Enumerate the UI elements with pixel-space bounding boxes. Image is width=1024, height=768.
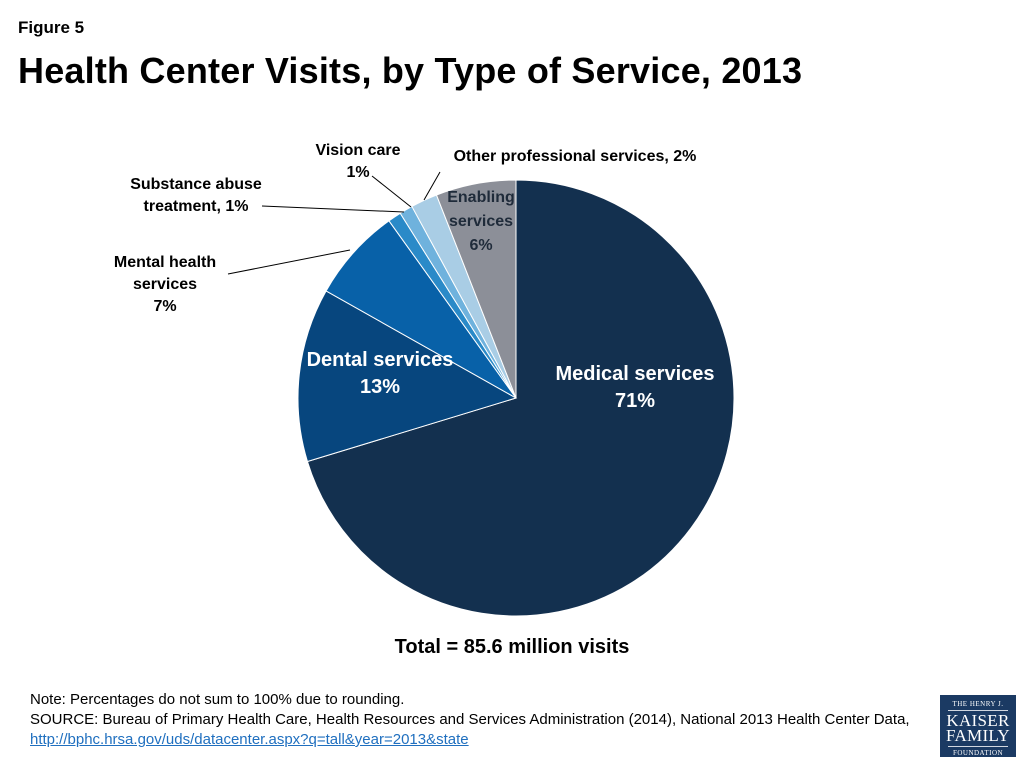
leader-line [261, 205, 405, 213]
slice-label: Other professional services, 2% [454, 148, 697, 165]
slice-label: Medical services [556, 363, 715, 385]
leader-line [227, 249, 351, 275]
slice-label: 6% [469, 237, 492, 254]
footnotes: Note: Percentages do not sum to 100% due… [30, 690, 910, 750]
figure-label: Figure 5 [18, 18, 85, 37]
kff-logo: THE HENRY J. KAISER FAMILY FOUNDATION [940, 695, 1016, 757]
slice-label: 71% [615, 390, 655, 412]
logo-line-3: FAMILY [945, 726, 1010, 745]
chart-title: Health Center Visits, by Type of Service… [18, 50, 803, 91]
logo-rule [948, 746, 1008, 747]
source-link[interactable]: http://bphc.hrsa.gov/uds/datacenter.aspx… [30, 731, 469, 748]
slice-label: 1% [346, 164, 369, 181]
logo-rule [948, 710, 1008, 711]
slice-label: Mental health [114, 254, 216, 271]
slice-label: Vision care [315, 142, 400, 159]
slice-label: 7% [153, 298, 176, 315]
slice-label: Substance abuse [130, 176, 262, 193]
leader-line [423, 171, 441, 201]
note-text: Note: Percentages do not sum to 100% due… [30, 691, 405, 708]
leader-line [371, 175, 412, 208]
total-visits: Total = 85.6 million visits [394, 636, 630, 658]
logo-line-2: KAISER [946, 711, 1010, 730]
pie-chart: Medical services 71% Dental services 13% Men… [114, 142, 735, 617]
logo-line-4: FOUNDATION [952, 749, 1004, 757]
slice-label: services [449, 213, 513, 230]
slice-label: Enabling [447, 189, 515, 206]
slice-label: Dental services [307, 349, 454, 371]
slice-label: services [133, 276, 197, 293]
source-label: SOURCE: Bureau of Primary Health Care, H… [30, 711, 910, 728]
slice-label: treatment, 1% [144, 198, 249, 215]
pie-slice-dental-services [297, 290, 518, 463]
slice-label: 13% [360, 376, 400, 398]
pie-slice-medical-services [306, 179, 735, 617]
pie-slice-enabling-services [435, 179, 517, 399]
source-text: SOURCE: Bureau of Primary Health Care, H… [30, 710, 910, 750]
logo-line-1: THE HENRY J. [952, 700, 1004, 708]
